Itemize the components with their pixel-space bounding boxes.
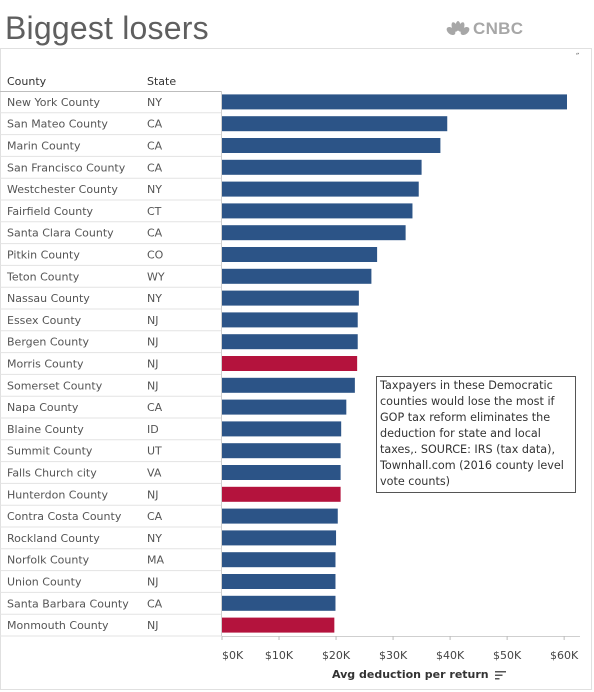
state-label: NJ xyxy=(147,379,158,392)
x-tick-label: $60K xyxy=(550,649,579,662)
bar[interactable] xyxy=(222,94,567,110)
x-tick-label: $10K xyxy=(265,649,294,662)
state-label: CA xyxy=(147,401,163,414)
bar[interactable] xyxy=(222,268,372,284)
bar[interactable] xyxy=(222,595,336,611)
bar[interactable] xyxy=(222,225,406,241)
bar[interactable] xyxy=(222,508,338,524)
sort-indicator-icon[interactable]: ˝ xyxy=(575,53,580,63)
county-label: Blaine County xyxy=(7,423,84,436)
bar[interactable] xyxy=(222,138,441,153)
x-tick-label: $30K xyxy=(379,649,408,662)
state-label: CA xyxy=(147,118,163,131)
bar[interactable] xyxy=(222,465,341,480)
state-label: CA xyxy=(147,227,163,240)
county-label: San Mateo County xyxy=(7,118,108,131)
state-label: CO xyxy=(147,249,164,262)
county-label: Norfolk County xyxy=(7,554,90,567)
state-label: CT xyxy=(147,205,162,218)
state-label: VA xyxy=(147,467,162,480)
bar[interactable] xyxy=(222,377,355,393)
brand-logo: CNBC xyxy=(446,19,523,39)
x-tick-label: $20K xyxy=(322,649,351,662)
county-label: Santa Clara County xyxy=(7,227,114,240)
bar[interactable] xyxy=(222,290,359,306)
state-label: MA xyxy=(147,554,164,567)
state-label: NJ xyxy=(147,488,158,501)
bar[interactable] xyxy=(222,159,422,175)
bar[interactable] xyxy=(222,334,358,350)
county-label: Marin County xyxy=(7,140,81,153)
brand-name: CNBC xyxy=(473,19,524,38)
county-label: Rockland County xyxy=(7,532,100,545)
county-label: New York County xyxy=(7,96,101,109)
county-label: Contra Costa County xyxy=(7,510,122,523)
county-label: Bergen County xyxy=(7,336,90,349)
county-label: Pitkin County xyxy=(7,249,80,262)
bar[interactable] xyxy=(222,530,337,546)
bar[interactable] xyxy=(222,247,378,262)
state-label: NY xyxy=(147,532,162,545)
state-label: CA xyxy=(147,140,163,153)
county-label: Fairfield County xyxy=(7,205,94,218)
x-tick-label: $50K xyxy=(493,649,522,662)
state-label: NY xyxy=(147,292,162,305)
county-label: Westchester County xyxy=(7,183,118,196)
county-label: Teton County xyxy=(6,270,80,283)
state-label: NY xyxy=(147,96,162,109)
state-label: NJ xyxy=(147,314,158,327)
state-label: NY xyxy=(147,183,162,196)
peacock-icon xyxy=(446,21,470,36)
state-label: NJ xyxy=(147,358,158,371)
x-axis-title: Avg deduction per return xyxy=(332,668,507,681)
state-column-header[interactable]: State xyxy=(147,75,177,88)
county-label: Monmouth County xyxy=(7,619,109,632)
bar[interactable] xyxy=(222,574,336,589)
x-axis-label: Avg deduction per return xyxy=(332,668,489,681)
state-label: CA xyxy=(147,597,163,610)
state-label: NJ xyxy=(147,619,158,632)
state-label: WY xyxy=(147,270,165,283)
header-divider xyxy=(0,91,221,92)
bar[interactable] xyxy=(222,486,341,502)
county-label: Santa Barbara County xyxy=(7,597,129,610)
bar[interactable] xyxy=(222,312,358,328)
bar[interactable] xyxy=(222,116,448,132)
sort-icon[interactable] xyxy=(494,670,507,680)
county-label: Union County xyxy=(7,576,82,589)
bar[interactable] xyxy=(222,617,335,633)
county-label: Summit County xyxy=(7,445,93,458)
state-label: CA xyxy=(147,510,163,523)
annotation-note: Taxpayers in these Democratic counties w… xyxy=(376,376,576,493)
x-tick-label: $40K xyxy=(436,649,465,662)
county-column-header[interactable]: County xyxy=(7,75,47,88)
bar[interactable] xyxy=(222,181,419,197)
county-label: Morris County xyxy=(7,358,84,371)
bar[interactable] xyxy=(222,356,358,371)
county-label: San Francisco County xyxy=(7,161,126,174)
county-label: Hunterdon County xyxy=(7,488,108,501)
state-label: NJ xyxy=(147,336,158,349)
county-label: Nassau County xyxy=(7,292,90,305)
bar[interactable] xyxy=(222,421,342,437)
state-label: UT xyxy=(147,445,162,458)
page-title: Biggest losers xyxy=(5,10,209,46)
state-label: ID xyxy=(147,423,159,436)
county-label: Somerset County xyxy=(7,379,103,392)
state-label: NJ xyxy=(147,576,158,589)
state-label: CA xyxy=(147,161,163,174)
bar[interactable] xyxy=(222,443,341,459)
county-label: Napa County xyxy=(7,401,79,414)
bar[interactable] xyxy=(222,203,413,219)
chart-frame xyxy=(0,48,592,690)
bar[interactable] xyxy=(222,552,336,568)
county-label: Falls Church city xyxy=(7,467,97,480)
county-label: Essex County xyxy=(7,314,82,327)
x-tick-label: $0K xyxy=(222,649,244,662)
bar[interactable] xyxy=(222,399,347,415)
